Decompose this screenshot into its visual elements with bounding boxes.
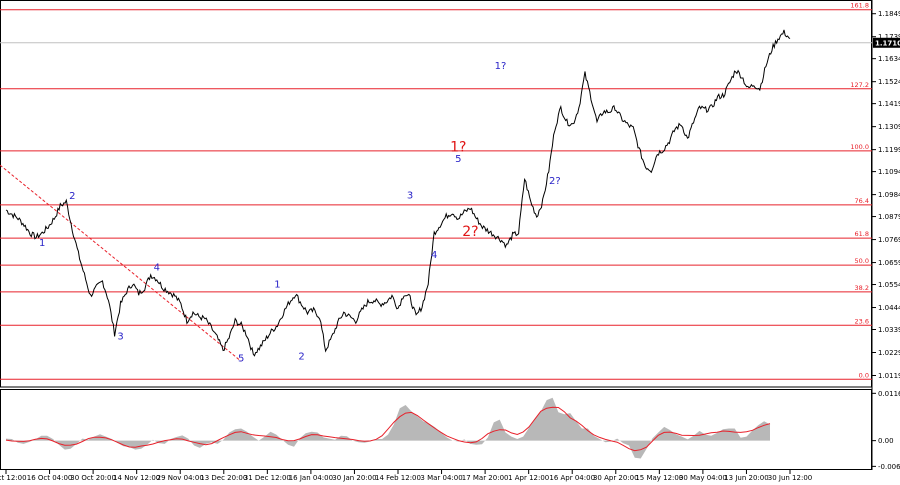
osc-y-tick-label: 0.00 bbox=[878, 437, 894, 445]
fib-level-label: 127.2 bbox=[850, 81, 869, 89]
wave-label: 1 bbox=[39, 238, 45, 249]
wave-label: 4 bbox=[154, 263, 160, 274]
wave-label: 3 bbox=[117, 331, 123, 342]
trend-line-dashed bbox=[0, 164, 242, 362]
x-tick-label: 13 Dec 20:00 bbox=[200, 474, 247, 482]
price-series-line bbox=[5, 29, 791, 357]
y-tick-label: 1.1739 bbox=[878, 33, 900, 41]
osc-y-tick-label: -0.00635 bbox=[878, 463, 900, 471]
fib-level-label: 23.6 bbox=[855, 317, 869, 325]
wave-label: 2? bbox=[549, 176, 561, 187]
wave-label: 1 bbox=[274, 279, 280, 290]
y-tick-label: 1.1309 bbox=[878, 123, 900, 131]
y-tick-label: 1.0659 bbox=[878, 259, 900, 267]
x-tick-label: 1 Apr 12:00 bbox=[508, 474, 549, 482]
fib-level-label: 100.0 bbox=[850, 143, 869, 151]
y-tick-label: 1.1199 bbox=[878, 146, 900, 154]
y-tick-label: 1.1419 bbox=[878, 100, 900, 108]
wave-label: 2 bbox=[69, 191, 75, 202]
y-tick-label: 1.0119 bbox=[878, 372, 900, 380]
wave-label: 1? bbox=[450, 140, 466, 156]
oscillator-signal-line bbox=[5, 406, 771, 452]
fib-level-label: 38.2 bbox=[855, 284, 869, 292]
y-tick-label: 1.0444 bbox=[878, 304, 900, 312]
wave-label: 1? bbox=[495, 61, 507, 72]
x-tick-label: 30 Apr 20:00 bbox=[593, 474, 639, 482]
y-tick-label: 1.0554 bbox=[878, 281, 900, 289]
fib-level-label: 76.4 bbox=[855, 197, 869, 205]
wave-label: 5 bbox=[238, 353, 244, 364]
x-tick-label: 16 Oct 04:00 bbox=[27, 474, 73, 482]
y-tick-label: 1.0769 bbox=[878, 236, 900, 244]
x-tick-label: 14 Feb 12:00 bbox=[375, 474, 421, 482]
osc-y-tick-label: 0.01168 bbox=[878, 390, 900, 398]
x-tick-label: 30 May 04:00 bbox=[679, 474, 727, 482]
y-tick-label: 1.1094 bbox=[878, 168, 900, 176]
x-tick-label: 15 May 12:00 bbox=[635, 474, 683, 482]
x-tick-label: 30 Jun 12:00 bbox=[768, 474, 812, 482]
x-tick-label: 29 Nov 04:00 bbox=[157, 474, 204, 482]
wave-label: 3 bbox=[407, 191, 413, 202]
y-tick-label: 1.0229 bbox=[878, 349, 900, 357]
wave-label: 5 bbox=[455, 154, 461, 165]
y-tick-label: 1.1849 bbox=[878, 10, 900, 18]
fib-level-label: 61.8 bbox=[855, 230, 869, 238]
wave-label: 2 bbox=[298, 352, 304, 363]
x-tick-label: 3 Mar 04:00 bbox=[420, 474, 462, 482]
x-tick-label: 16 Jan 04:00 bbox=[289, 474, 333, 482]
fib-level-label: 50.0 bbox=[855, 257, 869, 265]
x-tick-label: 2 Oct 12:00 bbox=[0, 474, 27, 482]
wave-label: 4 bbox=[431, 250, 437, 261]
x-tick-label: 17 Mar 20:00 bbox=[462, 474, 509, 482]
wave-label: 2? bbox=[462, 224, 478, 240]
last-price-box bbox=[873, 37, 900, 48]
x-tick-label: 16 Apr 04:00 bbox=[549, 474, 595, 482]
y-tick-label: 1.0879 bbox=[878, 213, 900, 221]
y-tick-label: 1.0339 bbox=[878, 326, 900, 334]
x-tick-label: 13 Jun 20:00 bbox=[724, 474, 768, 482]
x-tick-label: 14 Nov 12:00 bbox=[113, 474, 160, 482]
x-tick-label: 31 Dec 12:00 bbox=[244, 474, 291, 482]
last-price-label: 1.1710 bbox=[875, 39, 900, 47]
x-tick-label: 30 Oct 20:00 bbox=[70, 474, 116, 482]
fib-level-label: 0.0 bbox=[859, 371, 869, 379]
y-tick-label: 1.0984 bbox=[878, 191, 900, 199]
y-tick-label: 1.1634 bbox=[878, 55, 900, 63]
x-tick-label: 30 Jan 20:00 bbox=[332, 474, 376, 482]
fib-level-label: 161.8 bbox=[850, 2, 869, 10]
y-tick-label: 1.1524 bbox=[878, 78, 900, 86]
